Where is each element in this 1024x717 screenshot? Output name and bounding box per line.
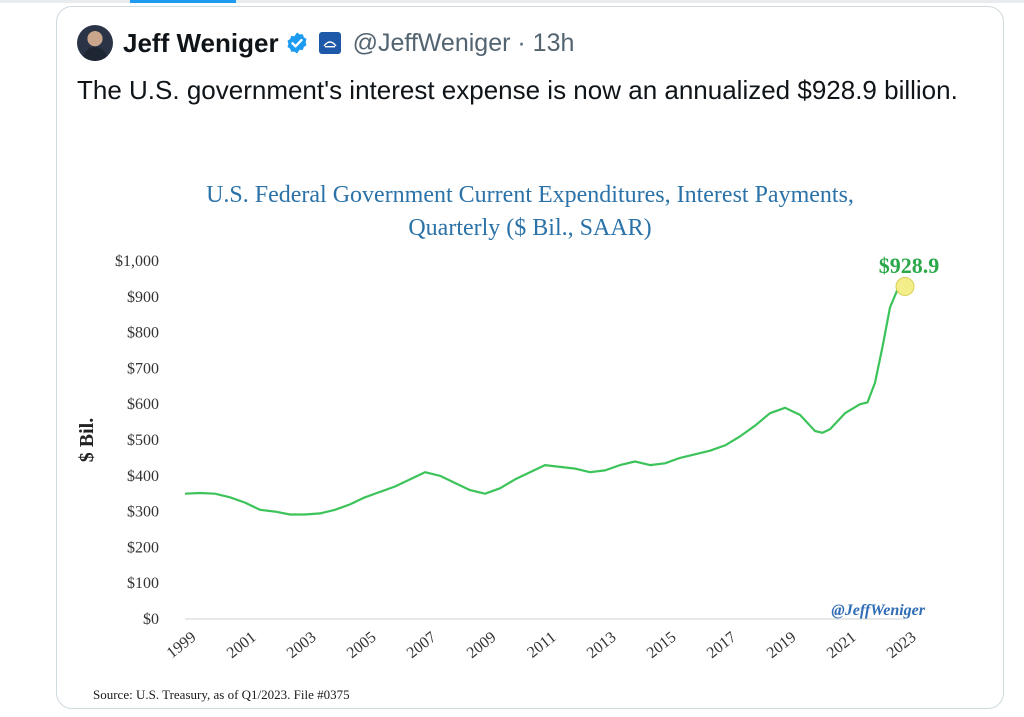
- chart-watermark: @JeffWeniger: [831, 602, 925, 619]
- chart-title: U.S. Federal Government Current Expendit…: [57, 179, 1003, 245]
- active-tab-indicator: [130, 0, 236, 3]
- y-tick-label: $600: [127, 396, 159, 413]
- separator-dot: ·: [517, 28, 526, 57]
- top-strip: [0, 0, 1024, 3]
- line-chart: $ Bil. $0 $100 $200 $300 $400 $500 $600 $700 $800…: [76, 253, 940, 662]
- y-tick-label: $500: [127, 432, 159, 449]
- y-tick-label: $0: [143, 611, 159, 628]
- y-tick-label: $800: [127, 325, 159, 342]
- x-tick-label: 2011: [524, 629, 559, 662]
- avatar[interactable]: [77, 25, 113, 61]
- x-tick-label: 2015: [644, 629, 680, 662]
- affiliate-badge-icon[interactable]: [318, 32, 341, 54]
- tweet-card[interactable]: Jeff Weniger @JeffWeniger · 13h The U.S.…: [56, 6, 1004, 709]
- x-tick-label: 2013: [584, 629, 620, 662]
- x-tick-label: 2019: [764, 629, 800, 662]
- x-tick-label: 2017: [704, 629, 740, 662]
- y-tick-label: $1,000: [115, 253, 159, 270]
- x-tick-label: 2007: [404, 629, 440, 662]
- handle-text[interactable]: @JeffWeniger: [352, 28, 511, 57]
- x-tick-label: 2009: [464, 629, 500, 662]
- series-line: [184, 285, 906, 516]
- x-tick-label: 2023: [884, 629, 920, 662]
- x-tick-label: 2021: [824, 629, 860, 662]
- value-annotation: $928.9: [879, 253, 940, 278]
- verified-badge-icon[interactable]: [285, 31, 309, 55]
- y-tick-label: $900: [127, 289, 159, 306]
- last-point-highlight: [895, 276, 915, 296]
- y-axis-label: $ Bil.: [76, 418, 98, 462]
- tweet-header: Jeff Weniger @JeffWeniger · 13h: [77, 25, 574, 61]
- x-tick-label: 2005: [344, 629, 380, 662]
- x-tick-label: 2003: [284, 629, 320, 662]
- chart-source: Source: U.S. Treasury, as of Q1/2023. Fi…: [93, 687, 350, 702]
- chart-title-line2: Quarterly ($ Bil., SAAR): [408, 215, 652, 241]
- chart-image[interactable]: U.S. Federal Government Current Expendit…: [57, 167, 1003, 707]
- user-handle[interactable]: @JeffWeniger · 13h: [353, 29, 575, 58]
- y-tick-label: $700: [127, 360, 159, 377]
- tweet-text: The U.S. government's interest expense i…: [77, 75, 958, 105]
- display-name[interactable]: Jeff Weniger: [123, 27, 279, 58]
- y-tick-label: $200: [127, 539, 159, 556]
- chart-title-line1: U.S. Federal Government Current Expendit…: [206, 182, 854, 208]
- y-tick-label: $400: [127, 468, 159, 485]
- y-tick-label: $300: [127, 504, 159, 521]
- timestamp[interactable]: 13h: [532, 28, 575, 57]
- x-tick-label: 1999: [164, 629, 200, 662]
- x-tick-label: 2001: [224, 629, 260, 662]
- y-tick-label: $100: [127, 575, 159, 592]
